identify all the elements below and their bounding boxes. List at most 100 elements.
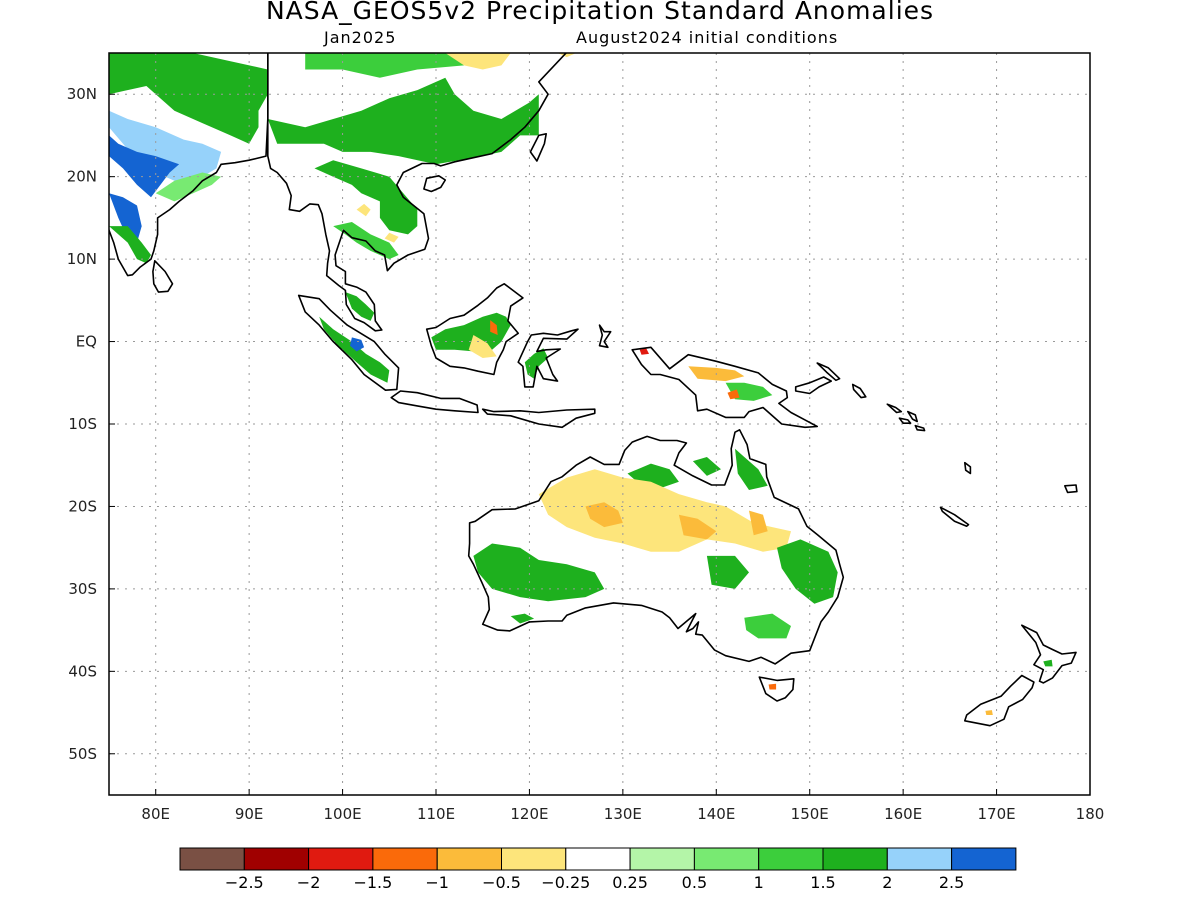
anomaly-patch (384, 232, 399, 243)
lat-tick-label: 10N (67, 250, 97, 268)
lon-tick-label: 120E (510, 805, 548, 823)
coastline-new-caledonia (939, 506, 970, 528)
anomaly-patch (109, 53, 268, 144)
anomaly-shading (109, 53, 1053, 715)
anomaly-patch (350, 337, 365, 352)
anomaly-patch (538, 469, 791, 552)
anomaly-patch (109, 226, 151, 264)
lat-tick-label: EQ (76, 333, 97, 351)
colorbar-swatch (565, 847, 631, 871)
anomaly-patch (557, 53, 577, 58)
colorbar-label: 0.25 (612, 873, 648, 892)
coastline-australia (467, 428, 845, 665)
lat-tick-label: 10S (68, 415, 97, 433)
anomaly-patch (305, 53, 474, 78)
anomaly-patch (510, 613, 535, 624)
anomaly-patch (749, 510, 768, 536)
colorbar-swatch (886, 847, 953, 871)
colorbar-swatch (179, 847, 245, 871)
initial-conditions: August2024 initial conditions (576, 28, 839, 47)
colorbar-label: 1 (754, 873, 764, 892)
coastline-santa-isabel (886, 403, 903, 414)
coastline-sumatra (297, 294, 400, 392)
anomaly-patch (468, 335, 497, 358)
gridlines (109, 53, 1090, 795)
coastline-halmahera (598, 324, 612, 349)
coastline-fiji (1064, 484, 1078, 494)
colorbar: −2.5 −2 −1.5 −1 −0.5 −0.25 0.25 0.5 1 1.5 2 2.5 (179, 847, 1017, 892)
colorbar-swatch (822, 847, 888, 871)
lon-tick-label: 170E (978, 805, 1016, 823)
coastline-new-ireland (816, 362, 841, 382)
coastline-taiwan (529, 133, 548, 162)
coastline-tasmania (758, 676, 795, 702)
anomaly-patch (727, 389, 740, 400)
lon-tick-label: 140E (697, 805, 735, 823)
colorbar-label: −2 (297, 873, 321, 892)
coastline-sulawesi (517, 328, 579, 388)
lat-tick-label: 40S (68, 662, 97, 680)
coastline-india (109, 53, 269, 277)
forecast-month: Jan2025 (324, 28, 397, 47)
anomaly-patch (490, 320, 498, 335)
anomaly-patch (735, 448, 768, 490)
coastline-vanuatu (963, 461, 972, 475)
anomaly-patch (319, 316, 390, 383)
lon-tick-label: 110E (417, 805, 455, 823)
anomaly-patch (524, 348, 549, 379)
colorbar-label: −1.5 (353, 873, 392, 892)
anomaly-patch (744, 613, 791, 639)
colorbar-swatch (758, 847, 824, 871)
lon-tick-label: 160E (884, 805, 922, 823)
lon-tick-label: 130E (604, 805, 642, 823)
anomaly-patch (473, 543, 605, 602)
anomaly-patch (314, 160, 418, 235)
coastline-lesser-sunda (481, 408, 596, 429)
axis-ticks: 30N 20N 10N EQ 10S 20S 30S 40S 50S 80E 90E 100E 110E… (67, 85, 1105, 823)
anomaly-patch (768, 683, 777, 690)
colorbar-swatch (501, 847, 567, 871)
colorbar-swatch (243, 847, 310, 871)
colorbar-label: −0.5 (482, 873, 521, 892)
lon-tick-label: 90E (235, 805, 264, 823)
coastline-java (390, 390, 479, 414)
lon-tick-label: 180 (1076, 805, 1105, 823)
anomaly-patch (639, 348, 649, 355)
anomaly-patch (109, 110, 222, 181)
coastline-new-britain (794, 376, 833, 395)
colorbar-label: −1 (425, 873, 449, 892)
colorbar-label: −2.5 (225, 873, 264, 892)
anomaly-patch (706, 555, 749, 589)
anomaly-patch (109, 135, 180, 198)
colorbar-swatch (436, 847, 503, 871)
coastline-nz-north (1020, 624, 1077, 684)
anomaly-patch (445, 53, 511, 70)
coastline-sri-lanka (152, 259, 174, 293)
coastline-guadalcanal (898, 417, 912, 425)
lat-tick-label: 30N (67, 85, 97, 103)
coastline-makira (914, 424, 926, 432)
coastlines (109, 53, 1078, 727)
coastline-borneo (425, 282, 524, 376)
coastline-mainland-se-asia (266, 53, 568, 332)
colorbar-swatch (693, 847, 760, 871)
anomaly-patch (109, 193, 142, 243)
anomaly-patch (356, 203, 371, 217)
map-title: NASA_GEOS5v2 Precipitation Standard Anom… (265, 0, 935, 25)
anomaly-patch (777, 539, 838, 604)
lat-tick-label: 50S (68, 745, 97, 763)
colorbar-swatch (951, 847, 1017, 871)
anomaly-patch (1043, 659, 1053, 667)
lat-tick-label: 30S (68, 580, 97, 598)
anomaly-patch (678, 514, 717, 540)
lon-tick-label: 100E (324, 805, 362, 823)
anomaly-patch (267, 77, 539, 165)
coastline-nz-south (963, 674, 1035, 727)
lat-tick-label: 20S (68, 497, 97, 515)
colorbar-label: 1.5 (810, 873, 835, 892)
coastline-hainan (423, 175, 447, 193)
coastline-new-guinea (631, 346, 819, 429)
colorbar-label: 2 (882, 873, 892, 892)
colorbar-swatch (372, 847, 438, 871)
